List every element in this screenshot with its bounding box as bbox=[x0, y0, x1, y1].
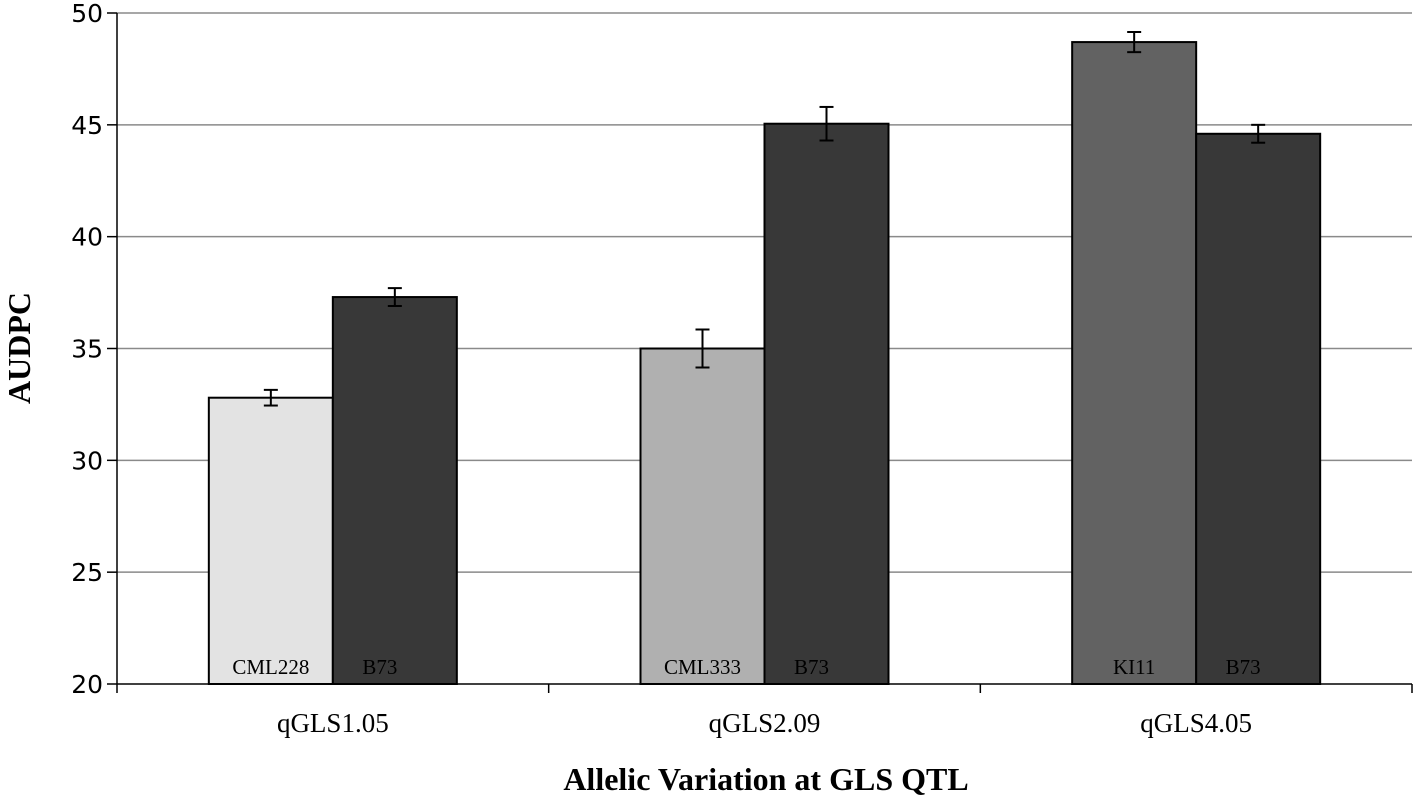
bar-qGLS2.09-CML333 bbox=[639, 347, 766, 685]
bar-qGLS4.05-KI11 bbox=[1071, 41, 1198, 686]
x-category-label: qGLS4.05 bbox=[1140, 708, 1252, 738]
bar-label: CML228 bbox=[232, 655, 309, 679]
x-category-label: qGLS2.09 bbox=[709, 708, 821, 738]
bar-label: CML333 bbox=[664, 655, 741, 679]
bar-qGLS2.09-B73 bbox=[763, 122, 890, 685]
y-tick-label: 40 bbox=[71, 223, 103, 252]
y-tick-label: 30 bbox=[71, 446, 103, 475]
y-tick-label: 20 bbox=[71, 670, 103, 699]
y-tick-label: 25 bbox=[71, 558, 103, 587]
bar-label: B73 bbox=[794, 655, 829, 679]
y-tick-label: 45 bbox=[71, 111, 103, 140]
bar-qGLS1.05-B73 bbox=[331, 296, 458, 685]
y-tick-label: 50 bbox=[71, 0, 103, 28]
axes bbox=[107, 12, 1413, 693]
x-axis-title: Allelic Variation at GLS QTL bbox=[563, 761, 968, 797]
bar-qGLS4.05-B73 bbox=[1195, 132, 1322, 685]
bar-label: KI11 bbox=[1113, 655, 1155, 679]
bar-label: B73 bbox=[362, 655, 397, 679]
x-category-labels: qGLS1.05 qGLS2.09 qGLS4.05 bbox=[277, 708, 1252, 738]
y-axis-title: AUDPC bbox=[1, 292, 37, 404]
bar-qGLS1.05-CML228 bbox=[207, 396, 334, 685]
x-category-label: qGLS1.05 bbox=[277, 708, 389, 738]
bars: CML228 B73 CML333 B73 KI11 B73 bbox=[207, 31, 1322, 686]
bar-label: B73 bbox=[1226, 655, 1261, 679]
y-tick-labels: 20 25 30 35 40 45 50 bbox=[71, 0, 103, 699]
y-tick-label: 35 bbox=[71, 335, 103, 364]
